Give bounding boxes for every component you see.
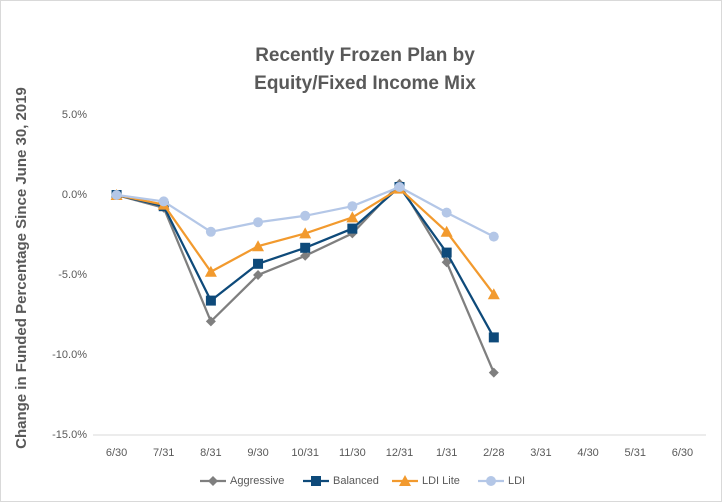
marker <box>253 258 264 269</box>
marker <box>486 476 496 486</box>
marker <box>253 217 264 228</box>
marker <box>300 242 311 253</box>
chart-title: Equity/Fixed Income Mix <box>254 73 476 94</box>
marker <box>347 223 358 234</box>
x-tick-label: 8/31 <box>200 447 221 459</box>
x-tick-label: 9/30 <box>247 447 268 459</box>
x-tick-label: 11/30 <box>339 447 366 459</box>
x-tick-label: 5/31 <box>625 447 646 459</box>
marker <box>208 476 218 486</box>
legend-label: Balanced <box>333 475 379 487</box>
marker <box>487 288 500 300</box>
marker <box>158 196 169 207</box>
marker <box>440 225 453 237</box>
legend-label: LDI Lite <box>422 475 460 487</box>
marker <box>252 240 265 252</box>
x-tick-label: 10/31 <box>291 447 319 459</box>
chart-title: Recently Frozen Plan by <box>255 45 475 66</box>
legend-label: LDI <box>508 475 525 487</box>
x-tick-label: 3/31 <box>530 447 551 459</box>
x-tick-label: 6/30 <box>106 447 127 459</box>
marker <box>300 210 311 221</box>
marker <box>253 270 264 280</box>
marker <box>300 250 311 261</box>
marker <box>488 231 499 242</box>
x-tick-label: 2/28 <box>483 447 504 459</box>
y-axis-label: Change in Funded Percentage Since June 3… <box>13 87 30 449</box>
marker <box>299 227 312 239</box>
marker <box>441 257 452 268</box>
marker <box>346 211 359 223</box>
y-tick-label: -15.0% <box>52 429 87 441</box>
x-tick-label: 4/30 <box>577 447 598 459</box>
marker <box>311 476 321 486</box>
y-tick-label: 5.0% <box>62 109 87 121</box>
y-tick-label: 0.0% <box>62 189 87 201</box>
marker <box>441 247 452 258</box>
marker <box>488 367 499 378</box>
y-tick-label: -5.0% <box>58 269 87 281</box>
x-tick-label: 1/31 <box>436 447 457 459</box>
marker <box>347 201 358 212</box>
x-tick-label: 7/31 <box>153 447 174 459</box>
legend-label: Aggressive <box>230 475 284 487</box>
marker <box>205 295 216 306</box>
y-tick-label: -10.0% <box>52 349 87 361</box>
x-tick-label: 6/30 <box>672 447 693 459</box>
marker <box>394 182 405 192</box>
marker <box>488 332 499 343</box>
marker <box>205 226 216 237</box>
marker <box>204 265 217 277</box>
x-tick-label: 12/31 <box>386 447 414 459</box>
marker <box>205 316 216 327</box>
marker <box>399 475 411 486</box>
marker <box>441 207 452 218</box>
marker <box>111 190 122 200</box>
